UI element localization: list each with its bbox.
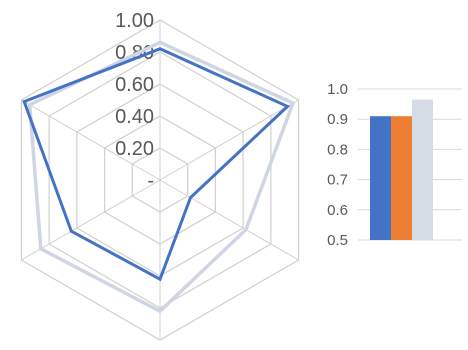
radar-spoke xyxy=(21,179,161,261)
bar-series-group xyxy=(370,99,433,240)
radar-series-group xyxy=(22,40,296,314)
radar-tick-label: 0.20 xyxy=(115,138,154,160)
radar-spoke xyxy=(159,99,299,181)
bar xyxy=(412,99,433,240)
bar-tick-label: 1.0 xyxy=(327,81,348,98)
radar-tick-label: - xyxy=(147,170,154,192)
bar xyxy=(391,116,412,240)
radar-tick-label: 1.00 xyxy=(115,10,154,32)
bar-tick-label: 0.6 xyxy=(327,202,348,219)
radar-tick-label: 0.60 xyxy=(115,74,154,96)
radar-spoke xyxy=(21,99,161,181)
bar-tick-label: 0.9 xyxy=(327,111,348,128)
bar-tick-label: 0.8 xyxy=(327,141,348,158)
radar-spoke xyxy=(159,179,299,261)
radar-grid xyxy=(20,19,300,341)
radar-series-line xyxy=(22,47,291,282)
bar-tick-label: 0.7 xyxy=(327,172,348,189)
bar xyxy=(370,116,391,240)
radar-series-line xyxy=(27,40,296,314)
radar-tick-label: 0.40 xyxy=(115,106,154,128)
bar-tick-labels: 0.5 0.6 0.7 0.8 0.9 1.0 xyxy=(327,81,348,249)
bar-tick-label: 0.5 xyxy=(327,232,348,249)
